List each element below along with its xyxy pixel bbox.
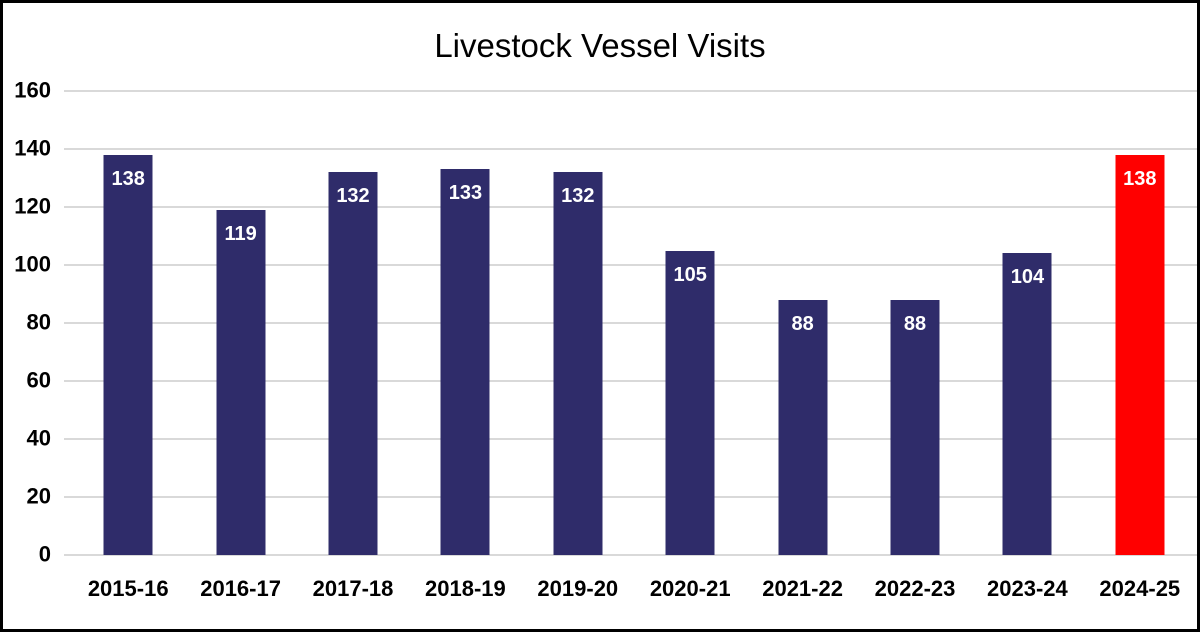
- bar-value-label: 88: [791, 312, 814, 335]
- x-axis-tick-label: 2017-18: [312, 576, 394, 601]
- y-axis-tick-label: 40: [26, 425, 51, 451]
- bar: 88: [778, 299, 828, 555]
- plot-area: 0 20 40 60 80 100 120 140 160 138 2015-16 119 2016-1…: [14, 77, 1197, 601]
- bar-value-label: 132: [561, 185, 595, 208]
- x-axis-tick-label: 2023-24: [987, 576, 1068, 601]
- bar: 104: [1002, 253, 1052, 555]
- bar-value-label: 133: [448, 182, 483, 205]
- x-axis-tick-label: 2021-22: [762, 576, 843, 601]
- y-axis-tick-label: 80: [26, 309, 51, 335]
- x-axis-tick-label: 2020-21: [649, 576, 731, 601]
- gridline: [64, 322, 1197, 324]
- bar-value-label: 138: [111, 167, 145, 190]
- bar-value-label: 132: [336, 185, 370, 208]
- x-axis-tick-label: 2018-19: [425, 576, 506, 601]
- x-axis-tick-label: 2019-20: [537, 576, 619, 601]
- x-axis-tick-label: 2022-23: [874, 576, 956, 601]
- y-axis-tick-label: 140: [14, 135, 51, 161]
- bar: 105: [665, 250, 715, 555]
- gridline: [64, 380, 1197, 382]
- x-axis-tick-label: 2024-25: [1099, 576, 1181, 601]
- bar-value-label: 119: [224, 222, 257, 245]
- x-axis-tick-label: 2015-16: [87, 576, 169, 601]
- bar-value-label: 104: [1010, 266, 1045, 289]
- bar-value-label: 138: [1123, 167, 1157, 190]
- bar: 88: [890, 299, 940, 555]
- gridline: [64, 264, 1197, 266]
- y-axis-tick-label: 60: [26, 367, 51, 393]
- chart-title: Livestock Vessel Visits: [434, 27, 766, 64]
- gridline: [64, 496, 1197, 498]
- y-axis-tick-label: 160: [14, 77, 51, 103]
- bar: 138: [103, 154, 153, 555]
- bar: 138: [1115, 154, 1165, 555]
- gridline: [64, 90, 1197, 92]
- x-axis-tick-label: 2016-17: [200, 576, 281, 601]
- y-axis-tick-label: 0: [38, 541, 51, 567]
- y-axis-tick-label: 120: [14, 193, 51, 219]
- bar: 133: [440, 169, 490, 555]
- gridline: [64, 148, 1197, 150]
- bar-value-label: 105: [673, 263, 707, 286]
- bar: 132: [328, 172, 378, 555]
- gridline: [64, 554, 1197, 556]
- y-axis-tick-label: 100: [14, 251, 51, 277]
- bar-value-label: 88: [903, 312, 927, 335]
- bar: 119: [216, 209, 266, 555]
- y-axis-tick-label: 20: [26, 483, 51, 509]
- gridline: [64, 206, 1197, 208]
- bar: 132: [553, 172, 603, 555]
- gridline: [64, 438, 1197, 440]
